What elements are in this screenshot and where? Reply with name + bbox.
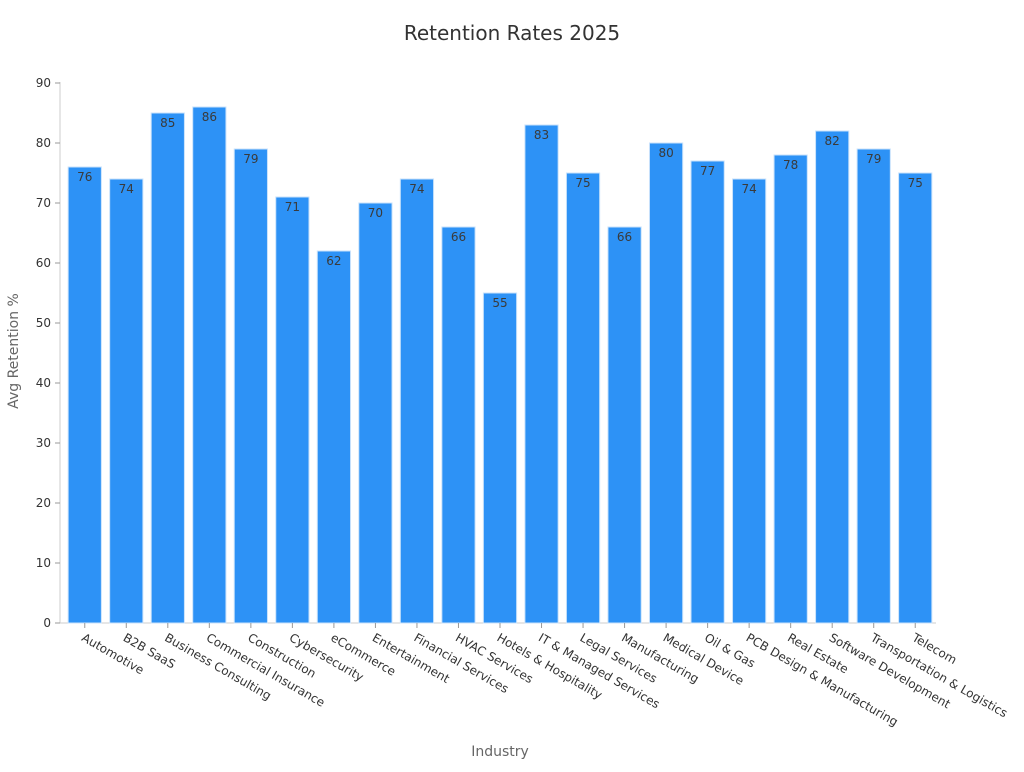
bar-value-label: 66	[451, 230, 466, 244]
bar	[898, 172, 933, 624]
y-tick-label: 20	[36, 496, 51, 510]
bar-value-label: 82	[825, 134, 840, 148]
bar-value-label: 86	[202, 110, 217, 124]
bar	[690, 160, 725, 624]
bar-value-label: 83	[534, 128, 549, 142]
bar-value-label: 79	[866, 152, 881, 166]
y-tick-label: 70	[36, 196, 51, 210]
bar-value-label: 79	[243, 152, 258, 166]
y-axis-title: Avg Retention %	[6, 293, 22, 409]
y-tick-label: 0	[43, 616, 51, 630]
bar	[316, 250, 352, 624]
bar-value-label: 66	[617, 230, 632, 244]
bar	[358, 202, 393, 624]
bar	[67, 166, 102, 624]
bar	[815, 130, 850, 624]
y-tick-label: 50	[36, 316, 51, 330]
bar	[399, 178, 435, 624]
bar-value-label: 77	[700, 164, 715, 178]
bar-value-label: 74	[409, 182, 424, 196]
bar	[275, 196, 310, 624]
bar-value-label: 75	[575, 176, 590, 190]
bar	[524, 124, 559, 624]
y-tick-label: 90	[36, 76, 51, 90]
bar	[482, 292, 518, 624]
y-tick-label: 60	[36, 256, 51, 270]
bar	[233, 148, 268, 624]
bar-series: 76 74 85 86 79 71 62 70 74 66 55 83 75 66 80 77 74 78 82 79…	[67, 106, 933, 624]
bar-value-label: 70	[368, 206, 383, 220]
y-tick-label: 30	[36, 436, 51, 450]
bar	[441, 226, 476, 624]
y-tick-label: 40	[36, 376, 51, 390]
y-axis-ticks: 0 10 20 30 40 50 60 70 80 90	[36, 76, 60, 630]
x-axis-title: Industry	[471, 744, 529, 760]
bar	[773, 154, 808, 624]
bar-value-label: 76	[77, 170, 92, 184]
bar-value-label: 74	[119, 182, 134, 196]
bar-value-label: 78	[783, 158, 798, 172]
bar-value-label: 74	[742, 182, 757, 196]
y-tick-label: 80	[36, 136, 51, 150]
bar	[607, 226, 642, 624]
bar	[150, 112, 185, 624]
bar-value-label: 71	[285, 200, 300, 214]
chart-title: Retention Rates 2025	[404, 21, 620, 45]
bar-value-label: 80	[658, 146, 673, 160]
bar	[732, 178, 767, 624]
bar-value-label: 55	[492, 296, 507, 310]
y-tick-label: 10	[36, 556, 51, 570]
bar	[109, 178, 144, 624]
bar	[192, 106, 227, 624]
bar	[648, 142, 684, 624]
bar	[856, 148, 891, 624]
bar-value-label: 62	[326, 254, 341, 268]
bar-value-label: 85	[160, 116, 175, 130]
bar	[565, 172, 601, 624]
bar-value-label: 75	[908, 176, 923, 190]
